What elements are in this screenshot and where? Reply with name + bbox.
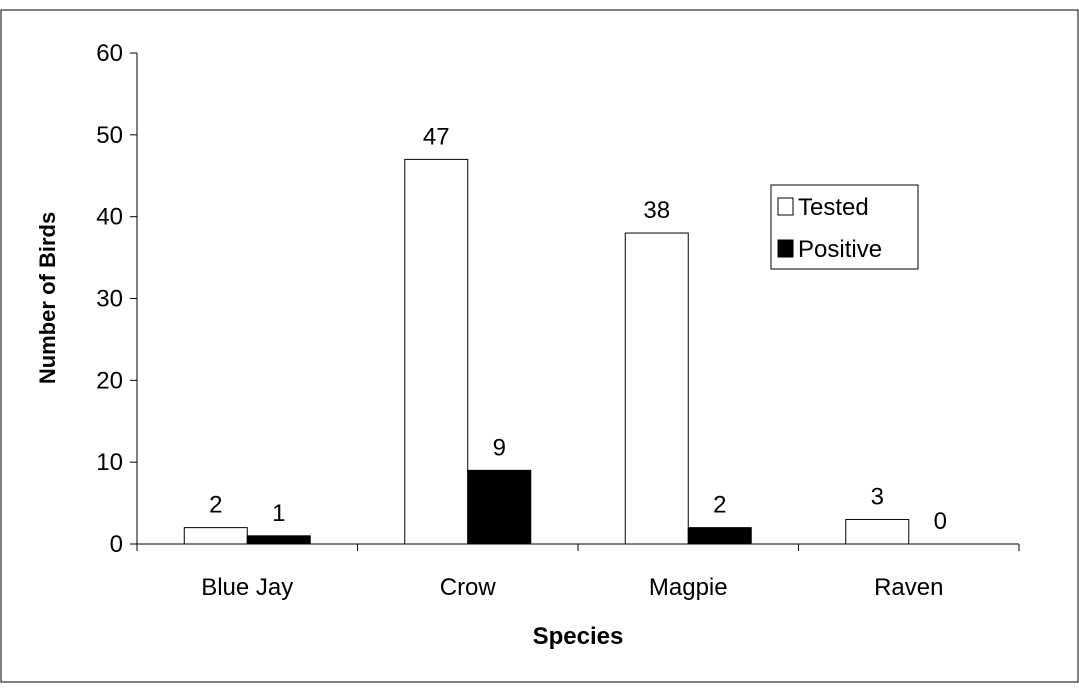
- x-axis-label: Species: [533, 623, 624, 650]
- x-axis-ticks: Blue Jay Crow Magpie Raven: [136, 544, 1020, 601]
- data-label-positive: 0: [934, 508, 947, 535]
- data-label-tested: 38: [643, 197, 670, 224]
- chart-border: [0, 9, 1079, 683]
- x-tick-label: Crow: [440, 574, 497, 601]
- data-label-tested: 47: [423, 123, 450, 150]
- data-label-tested: 3: [871, 483, 884, 510]
- data-label-positive: 2: [713, 492, 726, 519]
- bar-positive: [687, 527, 752, 545]
- data-labels: 2 47 38 3 1 9 2 0: [209, 123, 947, 535]
- bars: [183, 158, 910, 545]
- y-tick-label: 60: [96, 40, 123, 67]
- x-tick-label: Raven: [874, 574, 943, 601]
- y-axis-ticks: 0 10 20 30 40 50 60: [96, 40, 137, 558]
- data-label-positive: 9: [493, 434, 506, 461]
- legend-label-positive: Positive: [798, 236, 882, 263]
- bar-tested: [404, 158, 469, 545]
- data-label-positive: 1: [272, 500, 285, 527]
- bar-positive: [246, 535, 311, 545]
- y-tick-label: 20: [96, 367, 123, 394]
- bar-positive: [467, 469, 532, 545]
- y-axis-label: Number of Birds: [35, 212, 60, 384]
- legend-swatch-tested: [777, 197, 794, 216]
- bar-tested: [845, 518, 910, 545]
- legend-swatch-positive: [777, 239, 794, 258]
- bar-tested: [183, 527, 248, 545]
- y-tick-label: 30: [96, 286, 123, 313]
- data-label-tested: 2: [209, 492, 222, 519]
- y-tick-label: 40: [96, 204, 123, 231]
- y-tick-label: 50: [96, 122, 123, 149]
- y-tick-label: 10: [96, 449, 123, 476]
- x-tick-label: Magpie: [649, 574, 728, 601]
- legend-label-tested: Tested: [798, 194, 869, 221]
- legend-box: [770, 184, 919, 270]
- x-tick-label: Blue Jay: [201, 574, 293, 601]
- y-tick-label: 0: [110, 531, 123, 558]
- legend: Tested Positive: [770, 184, 919, 270]
- bar-tested: [624, 232, 689, 545]
